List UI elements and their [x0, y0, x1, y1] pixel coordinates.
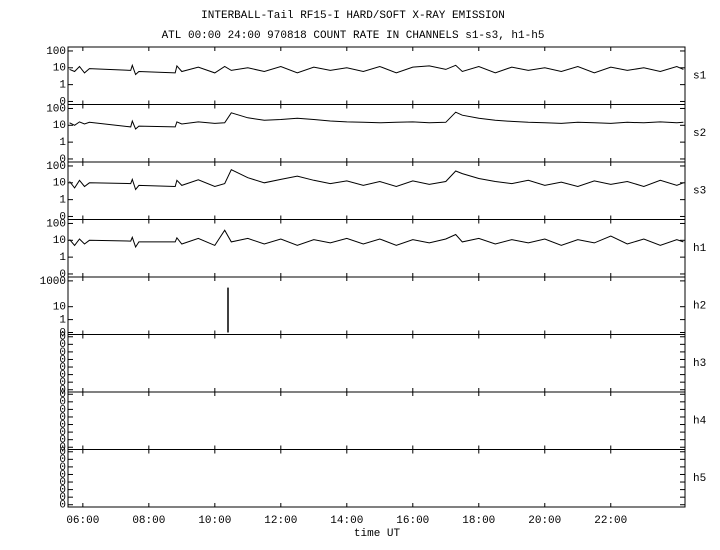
y-tick-label: 1000	[40, 276, 66, 288]
x-tick-label: 22:00	[594, 515, 627, 527]
y-tick-label: 0	[59, 419, 66, 431]
y-tick-label: 0	[59, 370, 66, 382]
x-tick-label: 16:00	[396, 515, 429, 527]
chart-subtitle: ATL 00:00 24:00 970818 COUNT RATE IN CHA…	[162, 30, 545, 42]
x-tick-label: 10:00	[198, 515, 231, 527]
y-tick-label: 0	[59, 462, 66, 474]
y-tick-label: 0	[59, 447, 66, 459]
y-tick-label: 0	[59, 154, 66, 166]
y-tick-label: 1	[59, 137, 66, 149]
y-tick-label: 1	[59, 80, 66, 92]
series-line	[69, 111, 684, 130]
panel-frame	[67, 449, 686, 508]
y-tick-label: 0	[59, 377, 66, 389]
y-tick-label: 1	[59, 315, 66, 327]
panel-label: h3	[693, 358, 706, 370]
x-axis-label: time UT	[354, 528, 401, 540]
panel-label: h5	[693, 473, 706, 485]
x-tick-label: 14:00	[330, 515, 363, 527]
y-tick-label: 0	[59, 435, 66, 447]
y-tick-label: 10	[53, 120, 66, 132]
y-tick-label: 100	[46, 218, 66, 230]
panel-label: h4	[693, 416, 707, 428]
y-tick-label: 100	[46, 46, 66, 58]
chart-title: INTERBALL-Tail RF15-I HARD/SOFT X-RAY EM…	[201, 10, 505, 22]
x-tick-label: 12:00	[264, 515, 297, 527]
x-tick-label: 06:00	[66, 515, 99, 527]
y-tick-label: 0	[59, 96, 66, 108]
y-tick-label: 0	[59, 492, 66, 504]
y-tick-label: 10	[53, 302, 66, 314]
panel-label: h1	[693, 243, 707, 255]
y-tick-label: 0	[59, 397, 66, 409]
y-tick-label: 0	[59, 385, 66, 397]
y-tick-label: 0	[59, 477, 66, 489]
y-tick-label: 0	[59, 485, 66, 497]
y-tick-label: 0	[59, 469, 66, 481]
y-tick-label: 0	[59, 347, 66, 359]
y-tick-label: 0	[59, 404, 66, 416]
series-line	[69, 169, 684, 191]
y-tick-label: 0	[59, 211, 66, 223]
panel-label: s3	[693, 186, 706, 198]
y-tick-label: 100	[46, 103, 66, 115]
x-tick-label: 18:00	[462, 515, 495, 527]
y-tick-label: 0	[59, 327, 66, 339]
y-tick-label: 10	[53, 63, 66, 75]
y-tick-label: 0	[59, 354, 66, 366]
y-tick-label: 0	[59, 339, 66, 351]
series-line	[69, 229, 684, 249]
panel-label: s1	[693, 71, 707, 83]
y-tick-label: 0	[59, 412, 66, 424]
y-tick-label: 0	[59, 427, 66, 439]
y-tick-label: 0	[59, 442, 66, 454]
y-tick-label: 0	[59, 454, 66, 466]
y-tick-label: 1	[59, 195, 66, 207]
y-tick-label: 0	[59, 500, 66, 512]
y-tick-label: 0	[59, 362, 66, 374]
panel-label: h2	[693, 301, 706, 313]
series-line	[69, 63, 684, 76]
y-tick-label: 100	[46, 161, 66, 173]
y-tick-label: 10	[53, 178, 66, 190]
x-tick-label: 20:00	[528, 515, 561, 527]
x-tick-label: 08:00	[132, 515, 165, 527]
y-tick-label: 0	[59, 269, 66, 281]
panel-label: s2	[693, 128, 706, 140]
y-tick-label: 0	[59, 389, 66, 401]
y-tick-label: 1	[59, 252, 66, 264]
y-tick-label: 10	[53, 235, 66, 247]
y-tick-label: 0	[59, 332, 66, 344]
